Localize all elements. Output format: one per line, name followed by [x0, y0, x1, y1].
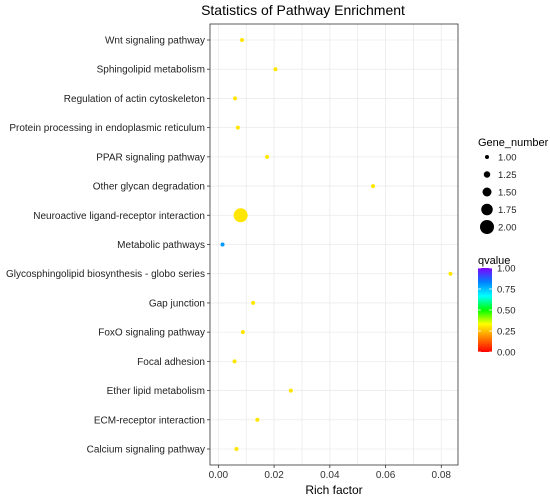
- size-legend-label: 1.25: [498, 170, 517, 181]
- size-legend-label: 1.75: [498, 205, 517, 216]
- category-label: Other glycan degradation: [93, 182, 205, 193]
- category-label: Neuroactive ligand-receptor interaction: [33, 211, 205, 222]
- color-legend-label: 0.00: [497, 348, 516, 359]
- data-point: [234, 447, 239, 451]
- size-legend-label: 1.00: [498, 153, 517, 164]
- data-point: [251, 300, 256, 305]
- color-legend-label: 0.25: [497, 327, 516, 338]
- category-label: FoxO signaling pathway: [98, 328, 205, 339]
- size-legend-key: [480, 220, 494, 234]
- data-point: [448, 271, 453, 276]
- data-point: [255, 417, 260, 422]
- category-label: Regulation of actin cytoskeleton: [64, 94, 205, 105]
- data-point: [220, 242, 225, 247]
- color-legend-label: 1.00: [497, 264, 516, 275]
- size-legend-label: 1.50: [498, 188, 517, 199]
- category-label: Metabolic pathways: [117, 240, 205, 251]
- category-label: Focal adhesion: [137, 357, 205, 368]
- plot-panel: [209, 23, 459, 466]
- data-point: [235, 125, 240, 130]
- category-label: Gap junction: [149, 298, 205, 309]
- category-label: Wnt signaling pathway: [105, 36, 205, 47]
- category-label: Ether lipid metabolism: [107, 386, 205, 397]
- size-legend-key: [483, 171, 491, 178]
- x-axis-title: Rich factor: [305, 483, 362, 497]
- data-point: [273, 67, 278, 72]
- size-legend-key: [485, 155, 489, 159]
- data-point: [240, 38, 245, 42]
- size-legend: Gene_number 1.00 1.25 1.50 1.75 2.00: [478, 137, 549, 234]
- data-point: [232, 359, 237, 364]
- category-label: Glycosphingolipid biosynthesis - globo s…: [6, 269, 205, 280]
- color-legend-label: 0.50: [497, 306, 516, 317]
- category-label: Calcium signaling pathway: [87, 445, 205, 456]
- data-point: [371, 184, 376, 189]
- size-legend-title: Gene_number: [478, 137, 549, 149]
- category-label: ECM-receptor interaction: [94, 415, 205, 426]
- color-legend-title: qvalue: [478, 255, 510, 267]
- x-tick-label: 0.00: [209, 470, 229, 481]
- data-point: [233, 208, 248, 223]
- data-point: [233, 96, 238, 101]
- size-legend-label: 2.00: [498, 223, 517, 234]
- data-point: [288, 388, 293, 393]
- size-legend-key: [482, 187, 492, 197]
- color-bar: [478, 268, 492, 352]
- chart-title: Statistics of Pathway Enrichment: [201, 2, 405, 18]
- category-label: PPAR signaling pathway: [96, 152, 205, 163]
- data-point: [240, 330, 245, 335]
- x-axis-ticks: 0.00 0.02 0.04 0.06 0.08: [209, 465, 452, 481]
- data-point: [265, 154, 270, 159]
- category-label: Protein processing in endoplasmic reticu…: [9, 123, 205, 134]
- x-tick-label: 0.08: [432, 470, 452, 481]
- x-tick-label: 0.06: [376, 470, 396, 481]
- x-tick-label: 0.02: [264, 470, 284, 481]
- x-tick-label: 0.04: [320, 470, 340, 481]
- color-legend-label: 0.75: [497, 285, 516, 296]
- category-labels: Wnt signaling pathway Sphingolipid metabo…: [6, 36, 210, 456]
- category-label: Sphingolipid metabolism: [97, 65, 205, 76]
- size-legend-key: [481, 203, 493, 216]
